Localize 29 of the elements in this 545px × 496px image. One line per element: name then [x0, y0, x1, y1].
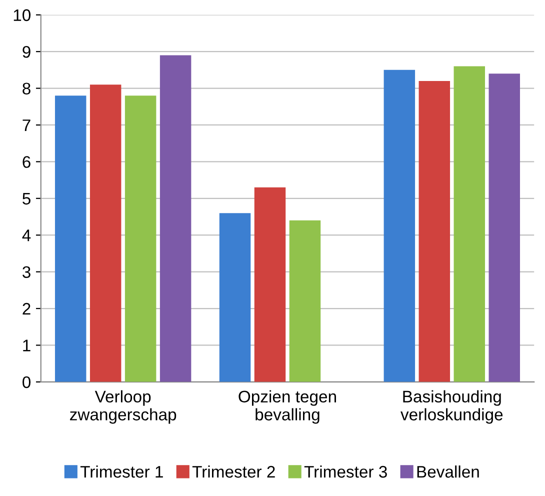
y-tick-label: 5: [22, 192, 30, 205]
x-tick-label: Opzien tegen bevalling: [238, 390, 336, 424]
y-tick-label: 2: [22, 302, 30, 315]
y-tick-label: 9: [22, 46, 30, 58]
bar: [418, 80, 450, 382]
bar: [160, 55, 192, 382]
bar: [90, 84, 122, 382]
bar: [384, 70, 416, 382]
legend-label: Trimester 1: [80, 465, 163, 478]
bar: [488, 74, 520, 382]
bar: [124, 96, 156, 382]
y-tick-label: 3: [22, 266, 30, 278]
x-tick-label: Verloop zwangerschap: [70, 390, 176, 424]
y-tick-label: 0: [22, 376, 30, 388]
bar: [454, 66, 486, 382]
bar: [219, 213, 251, 382]
legend-label: Trimester 3: [304, 465, 387, 478]
bar: [289, 220, 321, 382]
y-tick-label: 4: [22, 230, 31, 242]
y-tick-label: 1: [23, 340, 30, 352]
x-tick-label: Basishouding verloskundige: [400, 390, 503, 424]
y-tick-label: 6: [22, 156, 30, 168]
bar: [254, 187, 286, 382]
y-tick-label: 10: [14, 9, 31, 22]
y-tick-label: 7: [22, 120, 30, 132]
y-tick-label: 8: [22, 82, 30, 94]
legend-label: Trimester 2: [192, 465, 275, 478]
legend-label: Bevallen: [417, 465, 479, 478]
bar: [54, 96, 86, 382]
